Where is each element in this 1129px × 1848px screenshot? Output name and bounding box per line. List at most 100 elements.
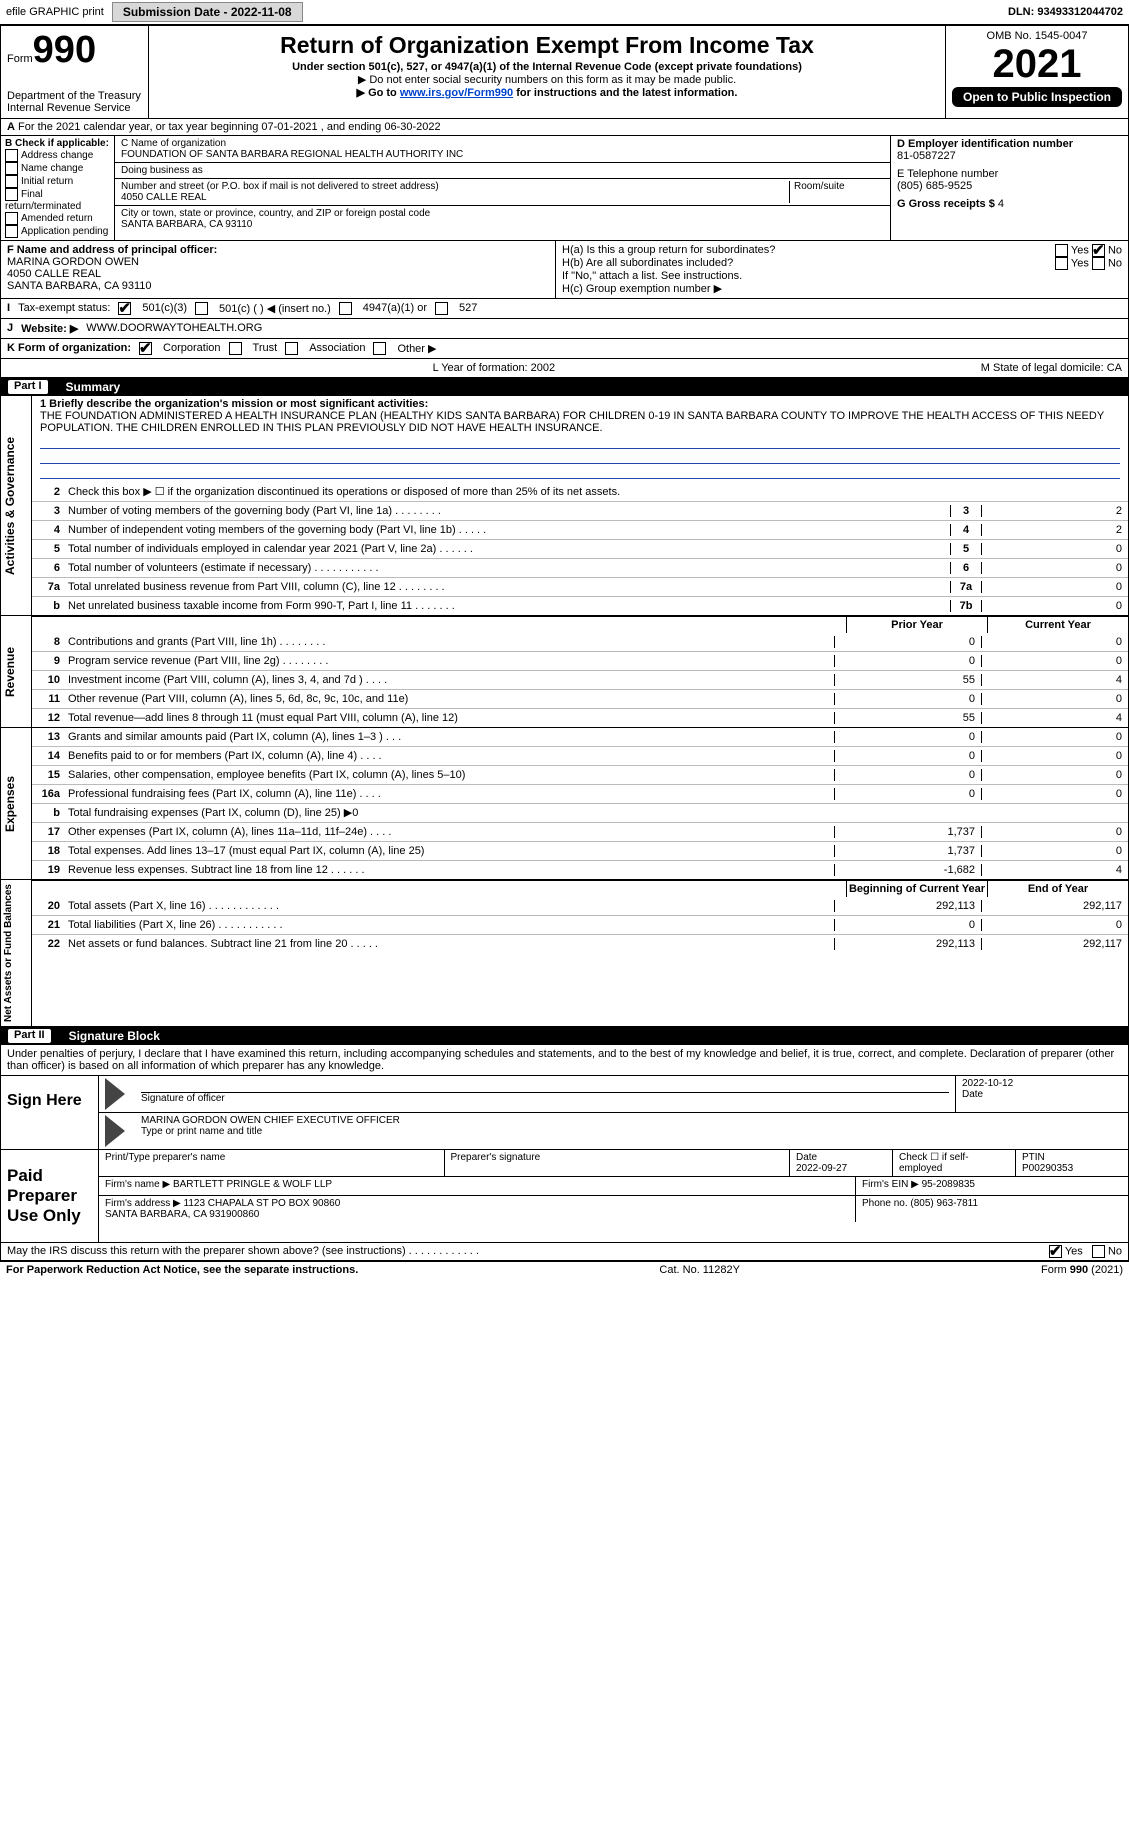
sig-officer-label: Signature of officer	[141, 1093, 949, 1104]
vtab-expenses: Expenses	[1, 728, 32, 879]
k-trust[interactable]: Trust	[253, 342, 278, 354]
year-cell: OMB No. 1545-0047 2021 Open to Public In…	[946, 26, 1128, 118]
typed-name-cell: MARINA GORDON OWEN CHIEF EXECUTIVE OFFIC…	[135, 1113, 1128, 1149]
year-headers-na: Beginning of Current Year End of Year	[32, 880, 1128, 897]
firm-name: BARTLETT PRINGLE & WOLF LLP	[173, 1179, 332, 1190]
officer-addr2: SANTA BARBARA, CA 93110	[7, 280, 549, 292]
goto-post: for instructions and the latest informat…	[513, 87, 737, 99]
net-assets-section: Net Assets or Fund Balances Beginning of…	[0, 880, 1129, 1027]
summary-line: 19Revenue less expenses. Subtract line 1…	[32, 860, 1128, 879]
summary-line: 4Number of independent voting members of…	[32, 520, 1128, 539]
form-title: Return of Organization Exempt From Incom…	[155, 32, 939, 59]
ha-no[interactable]: No	[1108, 244, 1122, 256]
website-value: WWW.DOORWAYTOHEALTH.ORG	[86, 322, 262, 334]
summary-line: 2Check this box ▶ ☐ if the organization …	[32, 483, 1128, 501]
typed-name: MARINA GORDON OWEN CHIEF EXECUTIVE OFFIC…	[141, 1115, 1122, 1126]
current-year-header: Current Year	[987, 617, 1128, 633]
cb-address[interactable]: Address change	[21, 150, 93, 161]
summary-line: bNet unrelated business taxable income f…	[32, 596, 1128, 615]
prep-date-label: Date	[796, 1152, 886, 1163]
website-label: Website: ▶	[21, 322, 78, 335]
part2-num: Part II	[8, 1029, 51, 1043]
officer-name: MARINA GORDON OWEN	[7, 256, 549, 268]
k-assoc[interactable]: Association	[309, 342, 365, 354]
dba-label: Doing business as	[121, 165, 203, 176]
efile-top-bar: efile GRAPHIC print Submission Date - 20…	[0, 0, 1129, 25]
sign-here-label: Sign Here	[1, 1076, 99, 1149]
firm-name-label: Firm's name ▶	[105, 1179, 170, 1190]
discuss-no[interactable]: No	[1108, 1245, 1122, 1257]
summary-line: 8Contributions and grants (Part VIII, li…	[32, 633, 1128, 651]
firm-addr: 1123 CHAPALA ST PO BOX 90860	[184, 1198, 341, 1209]
room-suite-label: Room/suite	[789, 181, 884, 203]
527[interactable]: 527	[459, 302, 477, 314]
box-d-e-g: D Employer identification number 81-0587…	[891, 136, 1128, 240]
box-b: B Check if applicable: Address change Na…	[1, 136, 115, 240]
cb-name[interactable]: Name change	[21, 163, 83, 174]
box-b-label: B Check if applicable:	[5, 138, 110, 149]
prep-name-label: Print/Type preparer's name	[99, 1150, 445, 1176]
hb-no[interactable]: No	[1108, 257, 1122, 269]
dln-label: DLN: 93493312044702	[1008, 6, 1123, 18]
k-corp[interactable]: Corporation	[163, 342, 220, 354]
ha-yes[interactable]: Yes	[1071, 244, 1089, 256]
year-state-row: L Year of formation: 2002 M State of leg…	[0, 359, 1129, 378]
501c3[interactable]: 501(c)(3)	[142, 302, 187, 314]
form-of-org-row: K Form of organization: Corporation Trus…	[0, 339, 1129, 359]
part2-title: Signature Block	[69, 1029, 160, 1043]
summary-line: 13Grants and similar amounts paid (Part …	[32, 728, 1128, 746]
summary-line: 17Other expenses (Part IX, column (A), l…	[32, 822, 1128, 841]
discuss-label: May the IRS discuss this return with the…	[7, 1245, 479, 1258]
row-a-tax-year: A For the 2021 calendar year, or tax yea…	[0, 119, 1129, 136]
state-domicile: M State of legal domicile: CA	[981, 362, 1122, 374]
vtab-net-assets: Net Assets or Fund Balances	[1, 880, 32, 1026]
cb-amended[interactable]: Amended return	[21, 213, 93, 224]
summary-line: 7aTotal unrelated business revenue from …	[32, 577, 1128, 596]
firm-phone: (805) 963-7811	[910, 1198, 978, 1209]
k-label: K Form of organization:	[7, 342, 131, 354]
typed-name-label: Type or print name and title	[141, 1126, 1122, 1137]
firm-city: SANTA BARBARA, CA 931900860	[105, 1209, 849, 1220]
4947a1[interactable]: 4947(a)(1) or	[363, 302, 427, 314]
paid-preparer-block: Paid Preparer Use Only Print/Type prepar…	[0, 1150, 1129, 1243]
summary-line: 12Total revenue—add lines 8 through 11 (…	[32, 708, 1128, 727]
phone-value: (805) 685-9525	[897, 180, 1122, 192]
firm-phone-label: Phone no.	[862, 1198, 908, 1209]
beg-year-header: Beginning of Current Year	[846, 881, 987, 897]
summary-line: 6Total number of volunteers (estimate if…	[32, 558, 1128, 577]
prior-year-header: Prior Year	[846, 617, 987, 633]
year-formation: L Year of formation: 2002	[433, 362, 556, 374]
name-label: C Name of organization	[121, 138, 884, 149]
city-state-zip: SANTA BARBARA, CA 93110	[121, 219, 430, 230]
org-name: FOUNDATION OF SANTA BARBARA REGIONAL HEA…	[121, 149, 884, 160]
officer-group-block: F Name and address of principal officer:…	[0, 241, 1129, 299]
ptin-value: P00290353	[1022, 1163, 1122, 1174]
end-year-header: End of Year	[987, 881, 1128, 897]
summary-line: 22Net assets or fund balances. Subtract …	[32, 934, 1128, 953]
tax-exempt-status-row: I Tax-exempt status: 501(c)(3) 501(c) ( …	[0, 299, 1129, 319]
cb-initial[interactable]: Initial return	[21, 176, 73, 187]
501c[interactable]: 501(c) ( ) ◀ (insert no.)	[219, 302, 331, 315]
discuss-yes[interactable]: Yes	[1065, 1245, 1083, 1257]
summary-line: 16aProfessional fundraising fees (Part I…	[32, 784, 1128, 803]
street-address: 4050 CALLE REAL	[121, 192, 789, 203]
cb-pending[interactable]: Application pending	[21, 226, 108, 237]
summary-line: 5Total number of individuals employed in…	[32, 539, 1128, 558]
h-b-label: H(b) Are all subordinates included?	[562, 257, 733, 270]
sig-date-label: Date	[962, 1089, 1122, 1100]
paid-preparer-label: Paid Preparer Use Only	[1, 1150, 99, 1242]
hb-yes[interactable]: Yes	[1071, 257, 1089, 269]
phone-label: E Telephone number	[897, 168, 1122, 180]
ein-value: 81-0587227	[897, 150, 1122, 162]
part1-num: Part I	[8, 380, 48, 394]
irs-form990-link[interactable]: www.irs.gov/Form990	[400, 87, 513, 99]
sig-date-value: 2022-10-12	[962, 1078, 1122, 1089]
k-other[interactable]: Other ▶	[397, 342, 436, 355]
submission-date-button[interactable]: Submission Date - 2022-11-08	[112, 2, 303, 22]
expenses-section: Expenses 13Grants and similar amounts pa…	[0, 728, 1129, 880]
box-c: C Name of organization FOUNDATION OF SAN…	[115, 136, 891, 240]
cat-number: Cat. No. 11282Y	[659, 1264, 740, 1276]
vtab-revenue: Revenue	[1, 616, 32, 727]
firm-ein: 95-2089835	[922, 1179, 975, 1190]
ein-label: D Employer identification number	[897, 138, 1122, 150]
